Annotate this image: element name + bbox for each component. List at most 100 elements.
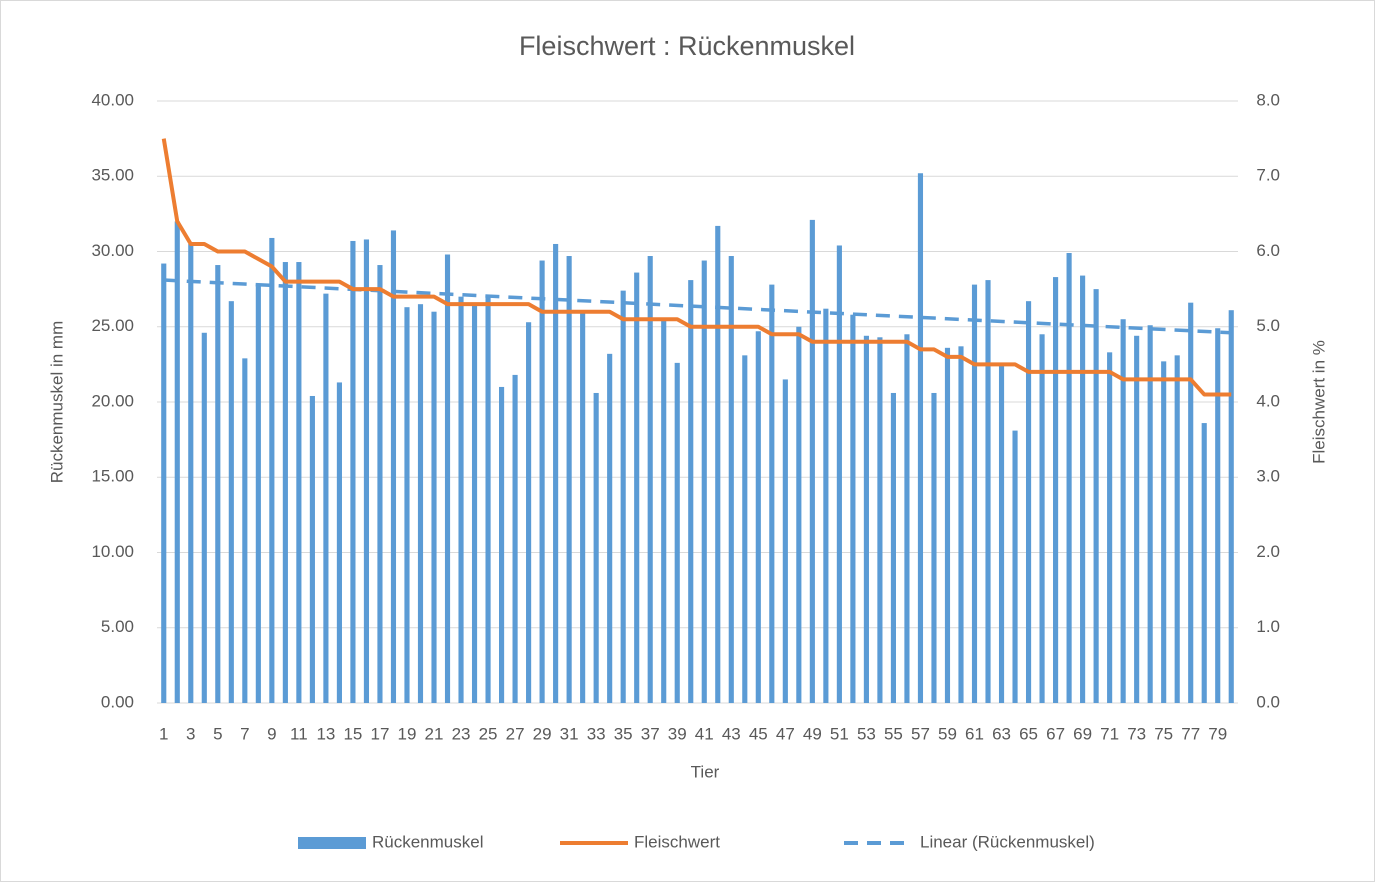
chart-title: Fleischwert : Rückenmuskel [519,31,855,61]
bar [242,358,248,703]
bar [1039,334,1045,703]
bar [1134,335,1140,703]
x-tick-label: 57 [911,724,930,743]
bar [1012,430,1018,703]
x-tick-label: 19 [398,724,417,743]
bar [282,262,288,703]
bar [958,346,964,703]
y2-tick-label: 7.0 [1256,166,1280,185]
x-tick-label: 39 [668,724,687,743]
bar [1228,310,1234,703]
x-tick-label: 27 [506,724,525,743]
bar [1107,352,1113,703]
x-tick-label: 37 [641,724,660,743]
x-tick-label: 43 [722,724,741,743]
bar [323,293,329,703]
bar [1147,325,1153,703]
bar [1215,328,1221,703]
bar [674,362,680,703]
bar [863,335,869,703]
x-tick-label: 11 [290,724,308,743]
x-tick-label: 41 [695,724,714,743]
x-tick-label: 59 [938,724,957,743]
bar [174,221,180,703]
bar [201,332,207,703]
x-tick-label: 25 [479,724,498,743]
x-tick-label: 29 [533,724,552,743]
bar [499,386,505,703]
y2-axis-title: Fleischwert in % [1309,340,1328,464]
bar [1053,277,1059,703]
y-tick-label: 40.00 [91,90,134,109]
bar [485,295,491,703]
y2-tick-label: 2.0 [1256,542,1280,561]
bar [417,304,424,703]
x-tick-label: 9 [267,724,276,743]
bar [620,290,626,703]
bar [404,307,410,703]
bar [971,284,978,703]
trendline [163,278,1232,335]
bar [228,301,234,703]
bar [390,230,397,703]
bar [647,256,653,703]
bar [661,319,667,703]
bar [444,254,451,703]
bar [917,173,924,704]
bar [985,280,991,703]
bar [688,280,694,703]
y-tick-label: 30.00 [91,241,134,260]
y2-tick-label: 4.0 [1256,391,1280,410]
bar [215,265,221,703]
y-tick-label: 0.00 [101,692,134,711]
y2-tick-label: 6.0 [1256,241,1280,260]
x-tick-label: 75 [1154,724,1173,743]
y2-tick-label: 1.0 [1256,617,1280,636]
x-tick-label: 17 [370,724,389,743]
legend-label: Rückenmuskel [372,832,484,851]
bar [296,262,302,703]
x-axis-title: Tier [691,762,720,781]
y2-tick-label: 8.0 [1256,90,1280,109]
legend-swatch [298,837,366,849]
bar [998,364,1005,703]
x-tick-label: 69 [1073,724,1092,743]
bar [809,219,815,703]
bar [715,225,721,704]
bar [1080,275,1086,703]
x-tick-label: 33 [587,724,606,743]
bar [580,311,586,703]
x-tick-label: 21 [425,724,444,743]
x-tick-label: 45 [749,724,768,743]
bar [566,256,572,703]
line-series [161,138,1232,397]
x-tick-label: 65 [1019,724,1038,743]
x-tick-label: 55 [884,724,903,743]
y-tick-label: 15.00 [91,467,134,486]
bar [1161,361,1167,703]
x-tick-label: 3 [186,724,195,743]
x-tick-label: 67 [1046,724,1065,743]
x-tick-label: 23 [452,724,471,743]
y-tick-label: 20.00 [91,391,134,410]
x-tick-label: 49 [803,724,822,743]
bar [944,347,951,703]
bar [431,311,437,703]
bar [823,308,829,703]
bar [1120,319,1126,703]
x-tick-label: 73 [1127,724,1146,743]
bar [1093,289,1099,703]
y2-tick-label: 0.0 [1256,692,1280,711]
bar [850,314,856,703]
bar [769,284,775,703]
y-tick-label: 5.00 [101,617,134,636]
x-tick-label: 35 [614,724,633,743]
bar [593,392,599,703]
bar [634,272,640,703]
bar [1188,302,1194,703]
bar [336,382,342,703]
legend-label: Linear (Rückenmuskel) [920,832,1095,851]
x-tick-label: 47 [776,724,795,743]
bar [755,331,761,703]
